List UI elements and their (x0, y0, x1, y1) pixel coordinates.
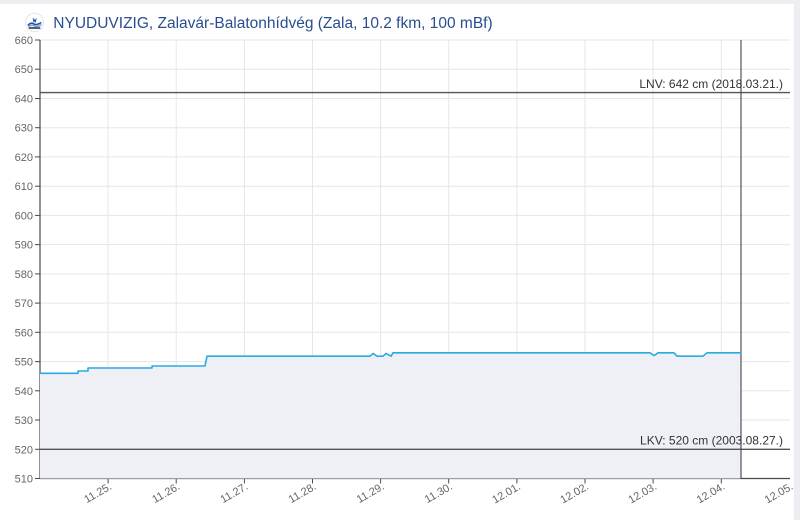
svg-text:11.30.: 11.30. (423, 481, 455, 506)
svg-text:590: 590 (15, 240, 33, 252)
svg-text:610: 610 (15, 181, 33, 193)
svg-text:12.03.: 12.03. (627, 481, 659, 507)
svg-text:11.29.: 11.29. (355, 481, 387, 506)
svg-text:520: 520 (15, 444, 33, 456)
svg-text:630: 630 (15, 123, 33, 135)
svg-text:600: 600 (15, 210, 33, 222)
svg-text:560: 560 (15, 327, 33, 339)
svg-text:11.28.: 11.28. (287, 481, 319, 506)
svg-text:11.25.: 11.25. (82, 481, 114, 506)
svg-text:11.26.: 11.26. (150, 481, 182, 506)
svg-text:12.01.: 12.01. (490, 481, 522, 507)
svg-text:570: 570 (15, 298, 33, 310)
svg-text:650: 650 (15, 64, 33, 76)
svg-text:12.05.: 12.05. (763, 481, 795, 507)
svg-text:LKV: 520 cm (2003.08.27.): LKV: 520 cm (2003.08.27.) (640, 434, 783, 448)
svg-text:580: 580 (15, 269, 33, 281)
svg-text:LNV: 642 cm (2018.03.21.): LNV: 642 cm (2018.03.21.) (639, 77, 783, 91)
svg-text:12.04.: 12.04. (695, 481, 727, 507)
svg-text:12.02.: 12.02. (558, 481, 590, 507)
svg-text:640: 640 (15, 94, 33, 106)
svg-text:11.27.: 11.27. (219, 481, 251, 506)
svg-text:660: 660 (15, 35, 33, 47)
svg-text:550: 550 (15, 357, 33, 369)
svg-text:620: 620 (15, 152, 33, 164)
svg-text:540: 540 (15, 386, 33, 398)
svg-text:510: 510 (15, 474, 33, 486)
svg-text:530: 530 (15, 415, 33, 427)
